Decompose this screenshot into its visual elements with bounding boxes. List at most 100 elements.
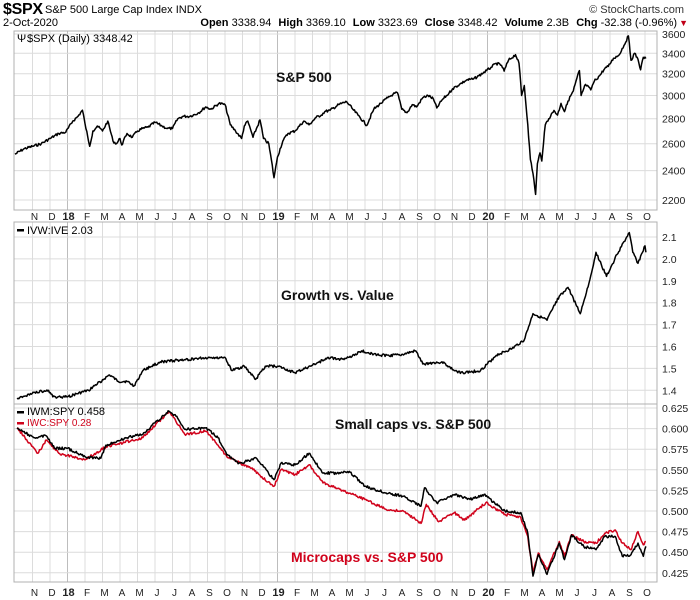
y-tick-label: 1.9 xyxy=(662,276,677,288)
volume-value: 2.3B xyxy=(546,17,570,29)
y-tick-label: 0.450 xyxy=(662,547,688,559)
x-tick-label: O xyxy=(433,212,441,223)
y-tick-label: 1.6 xyxy=(662,342,677,354)
x-tick-label: M xyxy=(520,212,528,223)
y-tick-label: 0.500 xyxy=(662,506,688,518)
y-tick-label: 3200 xyxy=(662,69,686,81)
symbol: $SPX xyxy=(3,1,43,18)
panel-frame xyxy=(13,30,658,211)
x-tick-label: M xyxy=(310,588,318,599)
open-value: 3338.94 xyxy=(231,17,272,29)
y-tick-label: 0.600 xyxy=(662,424,688,436)
x-tick-label: J xyxy=(155,212,160,223)
x-tick-label: F xyxy=(84,212,90,223)
series-line--spx xyxy=(14,35,647,196)
y-tick-label: 3600 xyxy=(662,29,686,41)
panel-3: 0.625 0.600 0.575 0.550 0.525 0.500 0.475 0.450… xyxy=(13,403,688,583)
x-tick-label: D xyxy=(48,212,55,223)
x-tick-label: S xyxy=(416,588,423,599)
x-tick-label: O xyxy=(433,588,441,599)
x-tick-label: A xyxy=(329,212,336,223)
y-tick-label: 3000 xyxy=(662,90,686,102)
x-tick-label: S xyxy=(626,212,633,223)
x-tick-label: S xyxy=(206,212,213,223)
x-tick-label: J xyxy=(172,212,177,223)
annotation-growth-vs-value: Growth vs. Value xyxy=(281,287,394,303)
x-tick-label: A xyxy=(189,212,196,223)
x-tick-label: A xyxy=(119,588,126,599)
x-tick-label: N xyxy=(451,588,458,599)
x-tick-label: F xyxy=(504,212,510,223)
x-tick-label: A xyxy=(189,588,196,599)
panel-frame xyxy=(13,403,658,583)
x-tick-label: A xyxy=(329,588,336,599)
x-tick-label: S xyxy=(206,588,213,599)
legend-spx-icon: Ψ xyxy=(17,33,26,45)
high-label: High xyxy=(278,17,303,29)
y-tick-label: 0.550 xyxy=(662,465,688,477)
change-label: Chg xyxy=(576,17,598,29)
x-tick-label: A xyxy=(609,212,616,223)
x-tick-label: 20 xyxy=(482,587,494,599)
x-tick-label: 19 xyxy=(272,211,284,223)
annotation-sp500: S&P 500 xyxy=(276,69,332,85)
x-tick-label: M xyxy=(100,588,108,599)
symbol-description: S&P 500 Large Cap Index INDX xyxy=(45,4,202,16)
legend-ivw-ive-swatch xyxy=(17,229,24,232)
y-tick-label: 1.7 xyxy=(662,320,677,332)
y-tick-label: 1.5 xyxy=(662,363,677,375)
triangle-down-icon: ▼ xyxy=(679,18,688,28)
x-tick-label: A xyxy=(399,212,406,223)
brand-link[interactable]: © StockCharts.com xyxy=(589,4,684,16)
legend-iwc-spy-swatch xyxy=(17,422,24,425)
legend-iwm-spy: IWM:SPY 0.458 xyxy=(27,406,105,418)
x-tick-label: M xyxy=(345,212,353,223)
y-tick-label: 2200 xyxy=(662,195,686,207)
x-tick-label: A xyxy=(399,588,406,599)
x-tick-label: J xyxy=(155,588,160,599)
y-tick-label: 0.525 xyxy=(662,485,688,497)
annotation-microcaps: Microcaps vs. S&P 500 xyxy=(291,549,443,565)
x-tick-label: 18 xyxy=(62,587,74,599)
y-tick-label: 0.425 xyxy=(662,568,688,580)
y-tick-label: 0.475 xyxy=(662,527,688,539)
x-tick-label: S xyxy=(416,212,423,223)
x-tick-label: M xyxy=(345,588,353,599)
x-tick-label: O xyxy=(223,588,231,599)
y-tick-label: 0.625 xyxy=(662,403,688,415)
x-tick-label: 20 xyxy=(482,211,494,223)
legend-iwm-spy-swatch xyxy=(17,411,24,414)
x-tick-label: S xyxy=(626,588,633,599)
x-tick-label: J xyxy=(172,588,177,599)
y-tick-label: 2600 xyxy=(662,139,686,151)
legend-spx: $SPX (Daily) 3348.42 xyxy=(27,33,133,45)
y-tick-label: 2.0 xyxy=(662,254,677,266)
x-tick-label: O xyxy=(643,588,651,599)
x-tick-label: M xyxy=(555,212,563,223)
x-tick-label: N xyxy=(451,212,458,223)
y-tick-label: 0.575 xyxy=(662,444,688,456)
x-tick-label: J xyxy=(592,588,597,599)
panel-2: 2.1 2.0 1.9 1.8 1.7 1.6 1.5 1.4 xyxy=(13,221,677,405)
x-tick-label: J xyxy=(592,212,597,223)
x-tick-label: N xyxy=(31,212,38,223)
x-tick-label: A xyxy=(539,588,546,599)
x-tick-label: 19 xyxy=(272,587,284,599)
x-tick-label: M xyxy=(520,588,528,599)
symbol-name: S&P 500 Large Cap Index xyxy=(45,4,173,16)
x-tick-label: F xyxy=(294,212,300,223)
x-tick-label: D xyxy=(48,588,55,599)
x-tick-label: D xyxy=(258,588,265,599)
x-tick-label: F xyxy=(84,588,90,599)
low-label: Low xyxy=(352,17,375,29)
x-tick-label: A xyxy=(119,212,126,223)
y-tick-label: 1.4 xyxy=(662,385,677,397)
low-value: 3323.69 xyxy=(377,17,418,29)
x-tick-label: J xyxy=(382,212,387,223)
x-tick-label: D xyxy=(468,212,475,223)
x-tick-label: F xyxy=(504,588,510,599)
x-tick-label: J xyxy=(382,588,387,599)
high-value: 3369.10 xyxy=(305,17,346,29)
series-line-iwm-spy xyxy=(16,410,647,577)
close-value: 3348.42 xyxy=(457,17,498,29)
